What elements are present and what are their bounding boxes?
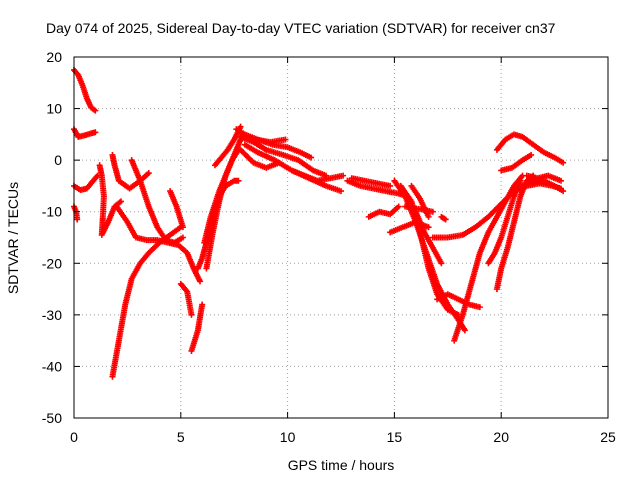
y-tick-label: -50: [42, 410, 62, 426]
x-tick-label: 25: [600, 429, 616, 445]
data-point: [517, 177, 524, 184]
data-point: [117, 198, 124, 205]
data-point: [237, 123, 244, 130]
x-axis-title: GPS time / hours: [288, 457, 395, 473]
data-point: [560, 188, 567, 195]
axis-ticks: 0 5 10 15 20 25 -50 -40 -30 -20 -10 0 10 20: [42, 49, 616, 445]
chart-title: Day 074 of 2025, Sidereal Day-to-day VTE…: [46, 20, 556, 36]
x-tick-label: 0: [70, 429, 78, 445]
data-point: [425, 213, 432, 220]
data-point: [558, 177, 565, 184]
x-tick-label: 5: [177, 429, 185, 445]
y-tick-label: 10: [46, 101, 62, 117]
plot-frame: [73, 56, 609, 419]
data-point: [199, 301, 206, 308]
y-tick-label: -20: [42, 255, 62, 271]
data-point: [92, 107, 99, 114]
data-point: [476, 304, 483, 311]
y-tick-label: 0: [54, 152, 62, 168]
data-point: [338, 188, 344, 195]
data-point: [197, 278, 204, 285]
data-points: [71, 66, 567, 380]
data-point: [387, 182, 394, 189]
data-point: [188, 311, 195, 318]
data-point: [340, 172, 347, 179]
data-point: [74, 216, 81, 223]
data-point: [395, 203, 402, 210]
data-point: [429, 208, 436, 215]
y-axis-title: SDTVAR / TECUs: [5, 182, 21, 294]
y-tick-label: -30: [42, 307, 62, 323]
data-point: [438, 260, 445, 267]
x-tick-label: 20: [493, 429, 509, 445]
y-tick-label: -40: [42, 358, 62, 374]
x-tick-label: 10: [280, 429, 296, 445]
y-tick-label: 20: [46, 49, 62, 65]
data-point: [92, 129, 99, 136]
data-point: [425, 224, 432, 231]
data-point: [145, 170, 152, 177]
data-point: [461, 327, 468, 334]
data-point: [308, 154, 315, 161]
data-point: [560, 159, 567, 166]
data-point: [179, 224, 186, 231]
data-point: [442, 216, 449, 223]
data-point: [528, 151, 535, 158]
data-point: [276, 159, 283, 166]
data-point: [179, 234, 186, 241]
data-point: [282, 136, 289, 143]
y-tick-label: -10: [42, 204, 62, 220]
data-point: [235, 177, 242, 184]
x-tick-label: 15: [387, 429, 403, 445]
